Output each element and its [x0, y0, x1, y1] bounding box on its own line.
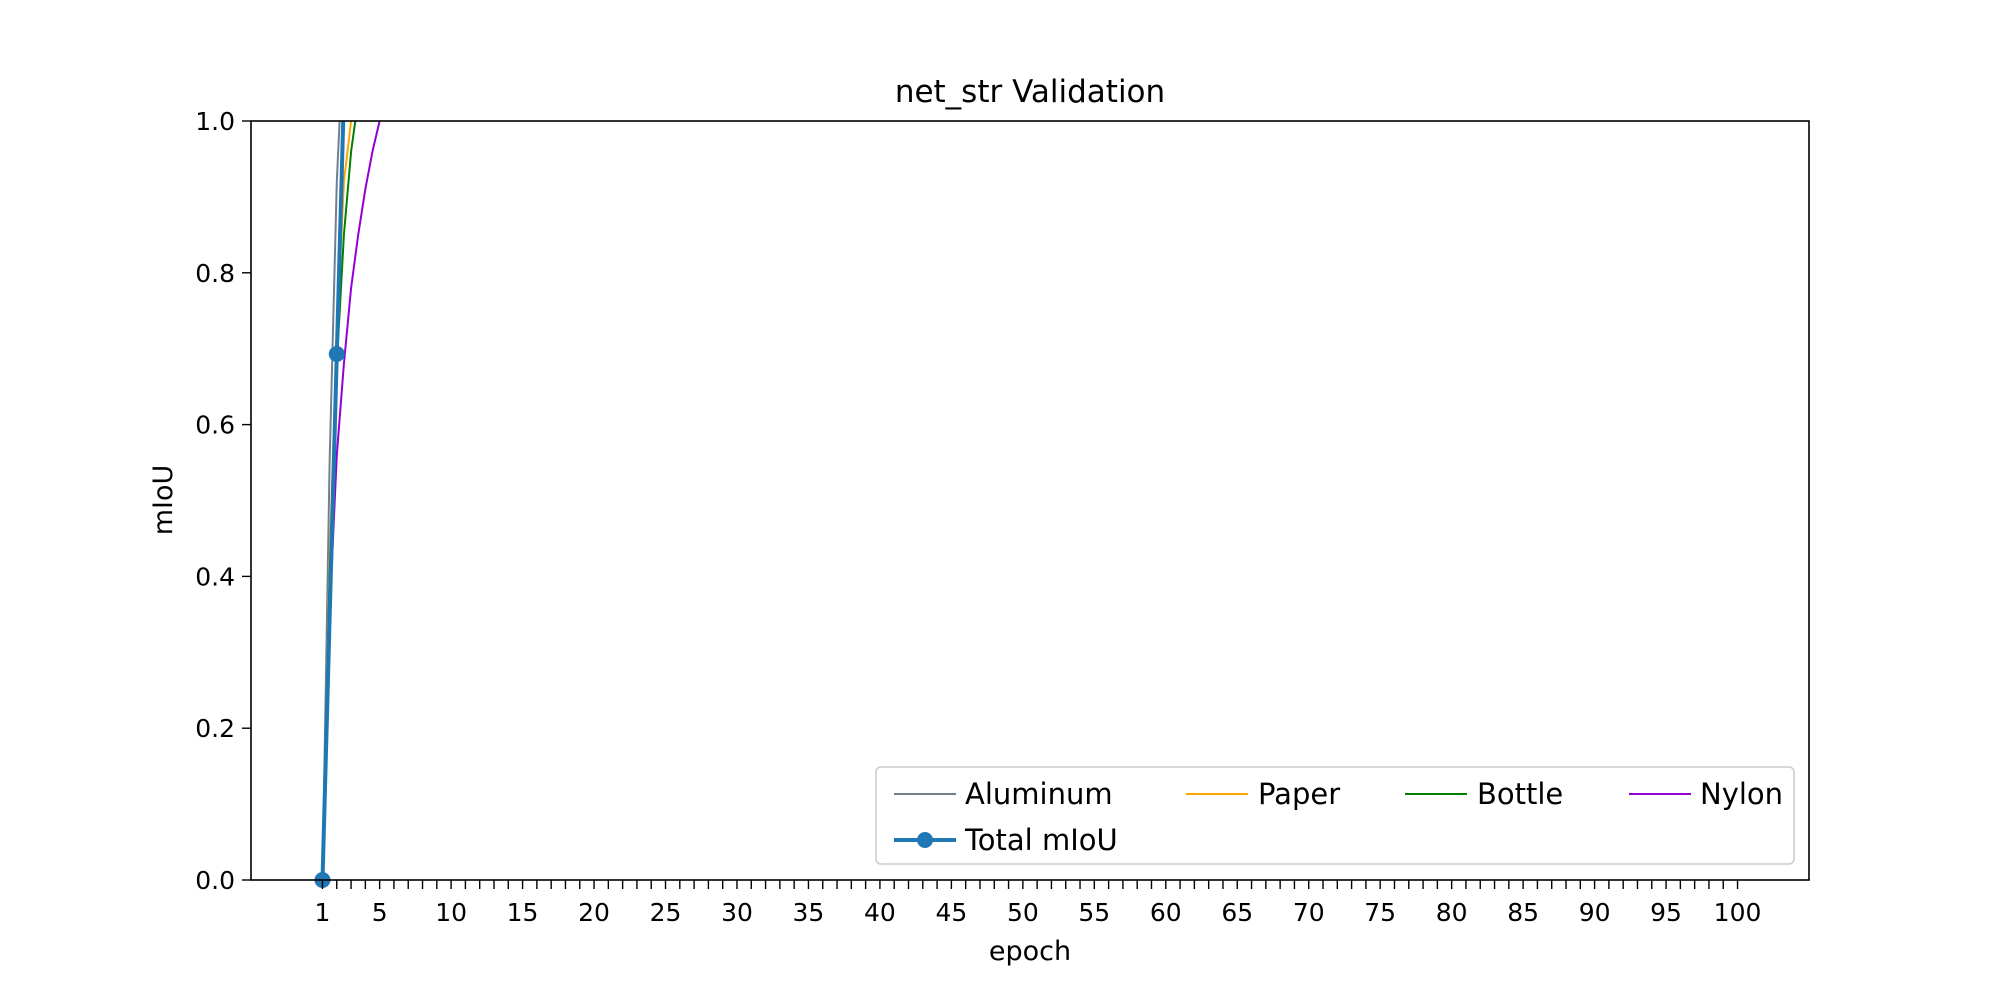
x-tick-label: 1 — [315, 898, 331, 927]
x-tick-label: 50 — [1007, 898, 1039, 927]
legend-items: Aluminum Paper Bottle Nylon Total mIoU — [894, 777, 1783, 857]
x-tick-label: 60 — [1150, 898, 1182, 927]
plot-frame — [250, 120, 1810, 881]
series-group — [320, 121, 381, 880]
x-tick-label: 65 — [1221, 898, 1253, 927]
y-tick-label: 0.0 — [195, 866, 235, 895]
x-tick-label: 40 — [864, 898, 896, 927]
legend-label-bottle: Bottle — [1477, 777, 1563, 811]
x-tick-label: 10 — [435, 898, 467, 927]
x-tick-label: 35 — [793, 898, 825, 927]
x-tick-label: 90 — [1579, 898, 1611, 927]
legend-label-nylon: Nylon — [1700, 777, 1783, 811]
y-axis: 0.0 0.2 0.4 0.6 0.8 1.0 — [195, 107, 251, 895]
legend-frame — [875, 766, 1795, 865]
legend: Aluminum Paper Bottle Nylon Total mIoU — [875, 766, 1795, 865]
chart-title: net_str Validation — [895, 74, 1165, 110]
series-point-total-miou — [328, 346, 345, 363]
y-tick-label: 0.8 — [195, 259, 235, 288]
x-tick-label: 100 — [1714, 898, 1762, 927]
y-tick-label: 0.4 — [195, 562, 235, 591]
x-tick-label: 25 — [650, 898, 682, 927]
y-tick-label: 1.0 — [195, 107, 235, 136]
series-line-aluminum — [321, 121, 341, 880]
plot-area — [251, 121, 1809, 880]
legend-marker-total-miou — [917, 832, 933, 848]
series-layer — [314, 121, 381, 888]
y-tick-label: 0.2 — [195, 714, 235, 743]
x-tick-label: 80 — [1436, 898, 1468, 927]
x-tick-label: 55 — [1078, 898, 1110, 927]
x-tick-label: 45 — [935, 898, 967, 927]
legend-label-aluminum: Aluminum — [965, 777, 1113, 811]
x-tick-label: 70 — [1293, 898, 1325, 927]
x-tick-label: 20 — [578, 898, 610, 927]
legend-label-paper: Paper — [1258, 777, 1340, 811]
y-axis-label: mIoU — [148, 465, 179, 536]
x-tick-label: 5 — [372, 898, 388, 927]
x-axis-label: epoch — [989, 936, 1071, 967]
x-tick-label: 15 — [507, 898, 539, 927]
y-tick-label: 0.6 — [195, 411, 235, 440]
x-tick-label: 75 — [1364, 898, 1396, 927]
x-tick-label: 30 — [721, 898, 753, 927]
legend-label-total-miou: Total mIoU — [964, 823, 1118, 857]
x-axis: 1 5 10 15 20 25 30 35 40 45 50 55 60 65 70 75 80 85 90 95 10… — [315, 880, 1762, 927]
x-tick-label: 95 — [1650, 898, 1682, 927]
x-tick-label: 85 — [1507, 898, 1539, 927]
